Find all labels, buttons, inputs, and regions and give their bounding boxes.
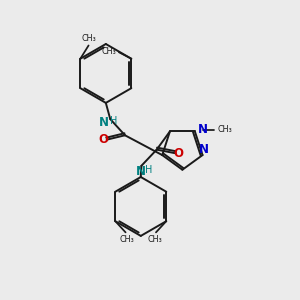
Text: N: N	[136, 165, 146, 178]
Text: N: N	[199, 143, 209, 156]
Text: CH₃: CH₃	[148, 235, 163, 244]
Text: H: H	[110, 116, 118, 126]
Text: CH₃: CH₃	[82, 34, 97, 43]
Text: N: N	[197, 123, 208, 136]
Text: CH₃: CH₃	[102, 47, 117, 56]
Text: H: H	[145, 165, 153, 175]
Text: O: O	[98, 133, 108, 146]
Text: CH₃: CH₃	[119, 235, 134, 244]
Text: CH₃: CH₃	[218, 125, 232, 134]
Text: O: O	[174, 147, 184, 160]
Text: N: N	[99, 116, 109, 129]
